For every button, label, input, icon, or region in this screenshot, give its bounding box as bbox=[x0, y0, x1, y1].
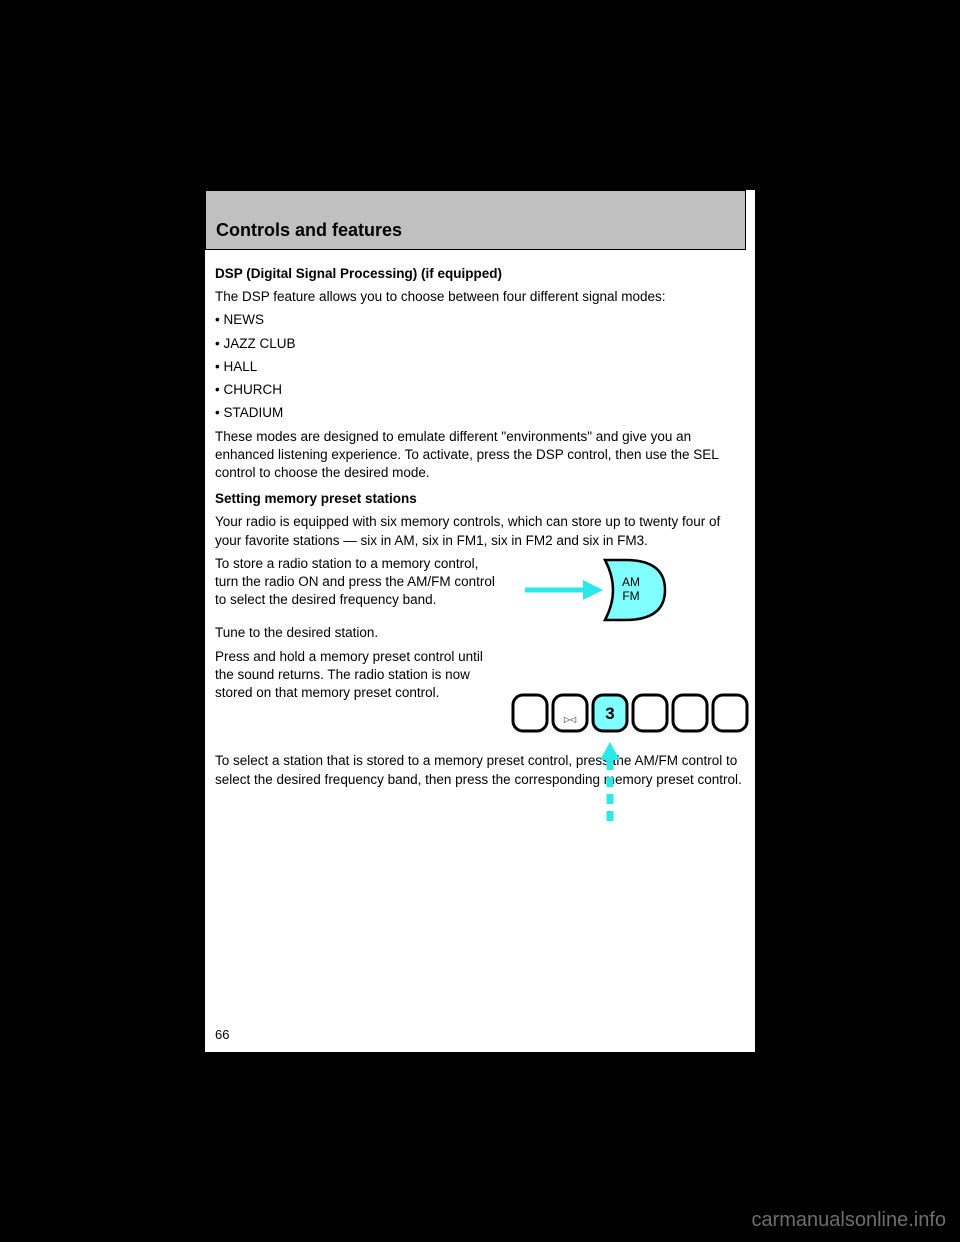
paragraph: The DSP feature allows you to choose bet… bbox=[215, 288, 745, 306]
amfm-label-top: AM bbox=[622, 575, 640, 589]
paragraph: These modes are designed to emulate diff… bbox=[215, 428, 745, 483]
section-header: Controls and features bbox=[205, 190, 746, 250]
preset-glyph: ▷◁ bbox=[564, 715, 577, 724]
list-item: • CHURCH bbox=[215, 381, 745, 399]
list-item: • JAZZ CLUB bbox=[215, 335, 745, 353]
page-number: 66 bbox=[215, 1027, 229, 1042]
paragraph: Your radio is equipped with six memory c… bbox=[215, 513, 745, 549]
heading-preset: Setting memory preset stations bbox=[215, 490, 745, 508]
list-item: • NEWS bbox=[215, 311, 745, 329]
amfm-figure: AM FM bbox=[505, 550, 745, 640]
arrow-head-icon bbox=[600, 742, 620, 760]
heading-dsp: DSP (Digital Signal Processing) (if equi… bbox=[215, 265, 745, 283]
preset-button-icon bbox=[713, 695, 747, 731]
preset-button-icon bbox=[513, 695, 547, 731]
arrow-head-icon bbox=[583, 580, 603, 600]
amfm-label-bottom: FM bbox=[622, 589, 639, 603]
manual-page: Controls and features DSP (Digital Signa… bbox=[205, 190, 755, 1052]
paragraph: To store a radio station to a memory con… bbox=[215, 555, 495, 610]
paragraph: Tune to the desired station. bbox=[215, 624, 495, 642]
list-item: • HALL bbox=[215, 358, 745, 376]
preset-button-icon bbox=[553, 695, 587, 731]
paragraph: Press and hold a memory preset control u… bbox=[215, 648, 495, 703]
preset-button-icon bbox=[673, 695, 707, 731]
preset-highlight-label: 3 bbox=[605, 704, 614, 723]
section-title: Controls and features bbox=[216, 220, 402, 241]
watermark: carmanualsonline.info bbox=[751, 1209, 946, 1232]
preset-figure: ▷◁ 3 bbox=[505, 690, 765, 840]
list-item: • STADIUM bbox=[215, 404, 745, 422]
preset-button-icon bbox=[633, 695, 667, 731]
